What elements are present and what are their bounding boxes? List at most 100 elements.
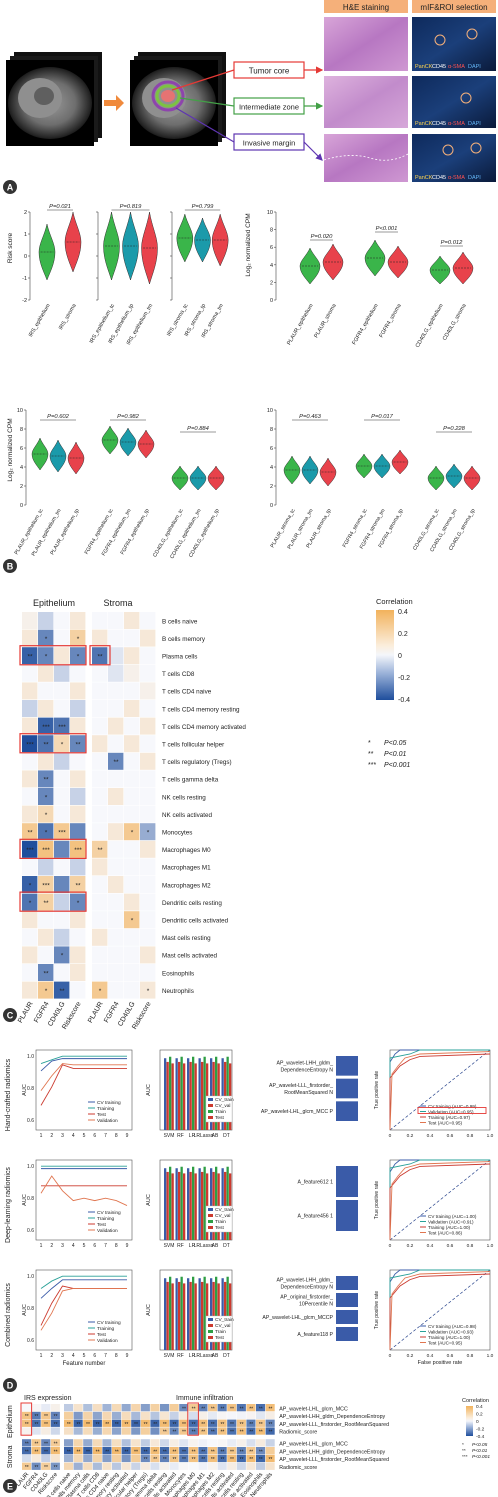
model-label: SVM: [164, 1243, 175, 1249]
header-he-label: H&E staining: [343, 3, 389, 12]
heatmap-cell: [140, 946, 156, 964]
heatmap-cell: [92, 1439, 102, 1447]
heatmap-cell: [83, 1411, 93, 1420]
heatmap-cell: [50, 1447, 60, 1455]
auc-curve: [40, 1175, 128, 1206]
highlight-box: [19, 733, 87, 754]
heatmap-cell: [108, 805, 124, 823]
heatmap-cell: [22, 964, 38, 981]
arrow-icon: [104, 95, 124, 111]
heatmap-cell: [140, 893, 156, 911]
heatmap-cell: [236, 1419, 246, 1427]
p-value: P=0.602: [47, 414, 70, 420]
heatmap-row-label: B cells naive: [162, 618, 198, 625]
significance-stars: **: [54, 1422, 58, 1428]
x-tick-label: 0.6: [447, 1133, 454, 1139]
roc-curve: [389, 1271, 491, 1351]
significance-stars: ***: [42, 724, 50, 731]
colorbar-tick: 0: [476, 1419, 479, 1425]
panel-letter: B: [7, 562, 14, 572]
heatmap-cell: [102, 1447, 112, 1455]
auc-bar: [175, 1278, 178, 1350]
heatmap-cell: [22, 876, 38, 893]
auc-bar: [166, 1171, 169, 1240]
heatmap-cell: [50, 1439, 60, 1447]
heatmap-cell: [169, 1427, 179, 1435]
heatmap-cell: [121, 1447, 131, 1455]
heatmap-cell: [22, 752, 38, 770]
heatmap-cell: [73, 1462, 83, 1470]
panel-letter-badge: [3, 1008, 17, 1022]
heatmap-cell: [140, 1454, 150, 1463]
auc-bar: [171, 1173, 174, 1240]
heatmap-cell: [108, 735, 124, 753]
roi-circle: [470, 142, 482, 154]
x-tick-label: 0: [389, 1243, 392, 1249]
x-tick-label: 0.2: [407, 1353, 414, 1359]
feature-label: A_feature456 1: [298, 1214, 334, 1220]
heatmap-cell: [73, 1427, 83, 1435]
heatmap-cell: [31, 1427, 41, 1435]
heatmap-row-label: Monocytes: [162, 830, 192, 837]
heatmap-cell: [112, 1462, 122, 1470]
heatmap-cell: [64, 1462, 74, 1470]
heatmap-cell: [131, 1427, 141, 1435]
heatmap-cell: [140, 735, 156, 753]
significance-stars: ***: [58, 724, 66, 731]
heatmap-cell: [31, 1462, 41, 1470]
heatmap-cell: [236, 1462, 246, 1470]
heatmap-cell: [246, 1462, 256, 1470]
auc-bar: [166, 1061, 169, 1130]
p-value: P=0.021: [49, 204, 71, 210]
heatmap-cell: [54, 805, 70, 823]
heatmap-cell: [54, 840, 70, 858]
legend-label: Test: [97, 1112, 106, 1118]
y-axis-label: AUC: [22, 1194, 28, 1206]
heatmap-cell: [198, 1427, 208, 1435]
auc-bar: [180, 1056, 183, 1130]
arrow-tumor-core: [171, 69, 235, 91]
legend-swatch: [208, 1098, 213, 1101]
y-tick-label: 1.0: [27, 1164, 34, 1170]
heatmap-cell: [121, 1427, 131, 1435]
roc-curve: [389, 1051, 491, 1131]
invasive-margin-ring: [151, 80, 185, 112]
x-tick-label: 8: [115, 1243, 118, 1249]
significance-stars: **: [268, 1457, 272, 1463]
highlight-box: [19, 645, 87, 666]
legend-label: Training: [97, 1106, 114, 1112]
y-tick-label: 2: [270, 280, 273, 286]
heatmap-cell: [73, 1419, 83, 1427]
sig-legend-stars: **: [368, 751, 374, 758]
significance-stars: **: [182, 1422, 186, 1428]
y-tick-label: 0.8: [27, 1086, 34, 1092]
connector-invasive-he: [303, 141, 323, 161]
heatmap-cell: [140, 629, 156, 647]
feature-label: RootMeanSquared N: [284, 1090, 333, 1096]
heatmap-cell: [41, 1439, 51, 1447]
region-label-intermediate: Intermediate zone: [239, 103, 299, 112]
region-label-tumor-core: Tumor core: [249, 67, 290, 76]
y-tick-label: 8: [20, 427, 23, 433]
heatmap-cell: [102, 1404, 112, 1412]
y-axis-label: AUC: [22, 1084, 28, 1096]
x-tick-label: 0.8: [467, 1353, 474, 1359]
legend-swatch: [208, 1110, 213, 1113]
heatmap-cell: [265, 1404, 275, 1412]
heatmap-cell: [121, 1454, 131, 1463]
significance-stars: **: [115, 1422, 119, 1428]
heatmap-cell: [70, 823, 86, 841]
ct-tumor: [34, 87, 54, 105]
significance-stars: **: [43, 742, 49, 749]
mif-image-invasive: [412, 134, 496, 182]
heatmap-cell: [64, 1404, 74, 1412]
heatmap-cell: [70, 629, 86, 647]
heatmap-cell: [83, 1439, 93, 1447]
y-tick-label: 0.8: [27, 1306, 34, 1312]
heatmap-cell: [70, 735, 86, 753]
y-axis-label: AUC: [22, 1304, 28, 1316]
heatmap-cell: [54, 735, 70, 753]
significance-stars: ***: [74, 847, 82, 854]
auc-bar: [180, 1166, 183, 1240]
